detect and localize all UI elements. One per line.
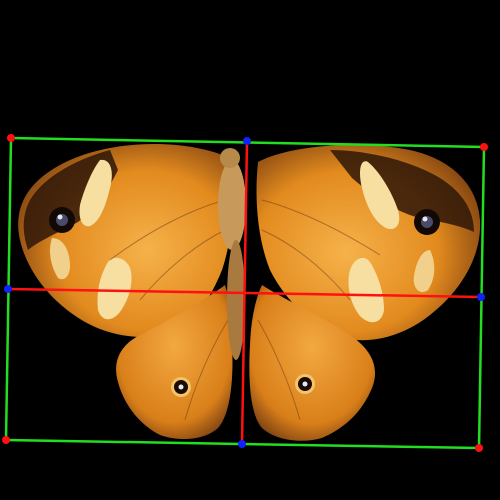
midpoint-bottom [238, 440, 246, 448]
left-forewing-cream-patch-bottom [97, 257, 132, 320]
midpoint-top [243, 137, 251, 145]
annotation-overlay [2, 134, 488, 452]
right-forewing-cream-patch-top [360, 161, 400, 230]
left-forewing-eyespot-pupil [57, 214, 63, 220]
left-forewing-cream-patch-top [79, 159, 112, 227]
corner-point-bottom-right [475, 444, 483, 452]
butterfly [18, 144, 481, 441]
left-hindwing [116, 285, 233, 440]
vertical-axis-line [240, 140, 249, 445]
midpoint-left [4, 285, 12, 293]
corner-point-bottom-left [2, 436, 10, 444]
left-forewing-cream-patch-edge [50, 238, 70, 280]
left-hindwing-eyespot-pupil [178, 384, 184, 390]
butterfly-head [220, 148, 240, 168]
right-forewing-eyespot-pupil [422, 216, 428, 222]
midpoint-right [477, 293, 485, 301]
corner-point-top-right [480, 143, 488, 151]
right-forewing-cream-patch-bottom [348, 257, 384, 323]
corner-point-top-left [7, 134, 15, 142]
right-forewing-cream-patch-edge [413, 250, 435, 293]
right-hindwing-eyespot-pupil [302, 381, 308, 387]
butterfly-abdomen [227, 240, 245, 360]
butterfly-thorax [218, 160, 246, 250]
right-hindwing [249, 285, 376, 441]
wing-veins [109, 199, 381, 421]
